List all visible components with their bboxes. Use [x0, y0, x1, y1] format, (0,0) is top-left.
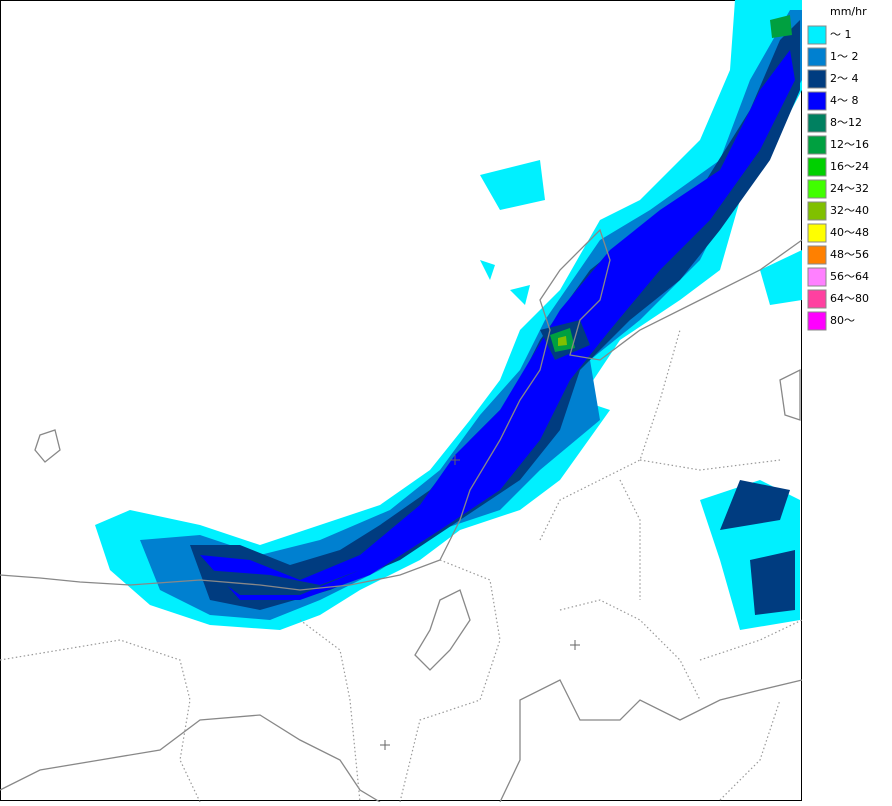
coastline: [499, 679, 803, 803]
legend-label: ～ 1: [830, 28, 852, 41]
legend-swatch: [807, 47, 827, 67]
legend-label: 24～32: [830, 182, 869, 195]
city-marker: [380, 455, 580, 750]
legend-swatch: [807, 201, 827, 221]
legend-label: 8～12: [830, 116, 862, 129]
legend-label: 56～64: [830, 270, 869, 283]
coastline: [414, 589, 471, 671]
legend-swatch: [807, 91, 827, 111]
legend-swatch: [807, 223, 827, 243]
map: [0, 0, 803, 803]
legend-label: 2～ 4: [830, 72, 859, 85]
legend-swatch: [807, 289, 827, 309]
legend-label: 12～16: [830, 138, 869, 151]
legend-label: 32～40: [830, 204, 869, 217]
prefecture-border: [0, 329, 803, 803]
legend-label: 64～80: [830, 292, 869, 305]
coastline: [0, 228, 803, 591]
legend-label: 4～ 8: [830, 94, 859, 107]
legend-swatch: [807, 135, 827, 155]
map-frame: [0, 0, 802, 801]
legend-label: 16～24: [830, 160, 869, 173]
legend-label: 40～48: [830, 226, 869, 239]
legend-unit: mm/hr: [830, 5, 867, 18]
legend-swatch: [807, 311, 827, 331]
legend-swatch: [807, 245, 827, 265]
legend-label: 80～: [830, 314, 855, 327]
legend-swatch: [807, 157, 827, 177]
legend-swatch: [807, 69, 827, 89]
legend-swatch: [807, 25, 827, 45]
coastline: [0, 714, 381, 803]
legend-swatch: [807, 267, 827, 287]
coastline: [34, 368, 801, 463]
legend-swatch: [807, 113, 827, 133]
legend-label: 48～56: [830, 248, 869, 261]
legend-label: 1～ 2: [830, 50, 859, 63]
legend: mm/hr ～ 1 1～ 2 2～ 4 4～ 8 8～12 12～16 16～24 24～32…: [807, 5, 869, 331]
legend-swatch: [807, 179, 827, 199]
